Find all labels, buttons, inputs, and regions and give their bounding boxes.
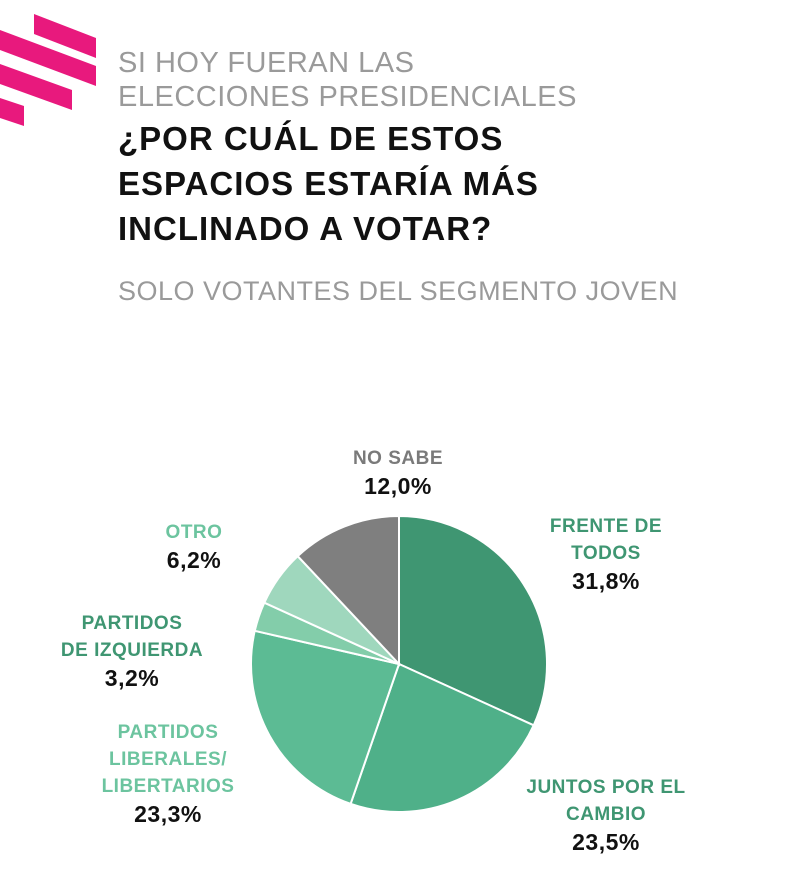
slice-value-label: 12,0% bbox=[364, 473, 432, 499]
slice-name-label: OTRO bbox=[166, 522, 223, 543]
pie-slices bbox=[250, 514, 548, 814]
label-liberales: PARTIDOS LIBERALES/LIBERTARIOS 23,3% bbox=[102, 722, 235, 827]
slice-value-label: 3,2% bbox=[105, 665, 159, 691]
label-no-sabe: NO SABE 12,0% bbox=[353, 448, 443, 499]
label-otro: OTRO 6,2% bbox=[166, 522, 223, 573]
subtitle-line-2: ELECCIONES PRESIDENCIALES bbox=[118, 81, 577, 113]
slice-name-label: CAMBIO bbox=[566, 804, 646, 825]
title-line-3: INCLINADO A VOTAR? bbox=[118, 210, 493, 247]
label-izquierda: PARTIDOS DE IZQUIERDA 3,2% bbox=[61, 613, 203, 691]
title-line-2: ESPACIOS ESTARÍA MÁS bbox=[118, 165, 539, 202]
slice-name-label: FRENTE DE bbox=[550, 516, 662, 537]
pie-slice-no-sabe bbox=[296, 514, 400, 667]
label-juntos: JUNTOS POR EL CAMBIO 23,5% bbox=[526, 777, 685, 855]
slice-name-label: LIBERTARIOS bbox=[102, 776, 235, 797]
slice-value-label: 23,3% bbox=[134, 801, 202, 827]
slice-name-label: NO SABE bbox=[353, 448, 443, 469]
slice-value-label: 31,8% bbox=[572, 568, 640, 594]
segment-note: SOLO VOTANTES DEL SEGMENTO JOVEN bbox=[118, 276, 679, 306]
slice-name-label: LIBERALES/ bbox=[109, 749, 227, 770]
slice-name-label: TODOS bbox=[571, 543, 641, 564]
pie-slice-juntos bbox=[349, 662, 536, 814]
chart-title: ¿POR CUÁL DE ESTOS ESPACIOS ESTARÍA MÁS … bbox=[118, 116, 778, 251]
slice-name-label: JUNTOS POR EL bbox=[526, 777, 685, 798]
subtitle-line-1: SI HOY FUERAN LAS bbox=[118, 47, 415, 79]
slice-value-label: 23,5% bbox=[572, 829, 640, 855]
pie-slice-liberales bbox=[250, 629, 401, 806]
pie-labels: FRENTE DE TODOS 31,8% JUNTOS POR EL CAMBIO 23… bbox=[61, 448, 685, 855]
chart-header: SI HOY FUERAN LAS ELECCIONES PRESIDENCIA… bbox=[118, 46, 778, 307]
title-line-1: ¿POR CUÁL DE ESTOS bbox=[118, 120, 504, 157]
slice-name-label: DE IZQUIERDA bbox=[61, 640, 203, 661]
slice-value-label: 6,2% bbox=[167, 547, 221, 573]
brand-logo-icon bbox=[0, 14, 96, 126]
label-frente: FRENTE DE TODOS 31,8% bbox=[550, 516, 662, 594]
slice-name-label: PARTIDOS bbox=[82, 613, 183, 634]
slice-name-label: PARTIDOS bbox=[118, 722, 219, 743]
chart-subtitle: SI HOY FUERAN LAS ELECCIONES PRESIDENCIA… bbox=[118, 46, 778, 114]
pie-slice-frente bbox=[398, 514, 548, 727]
